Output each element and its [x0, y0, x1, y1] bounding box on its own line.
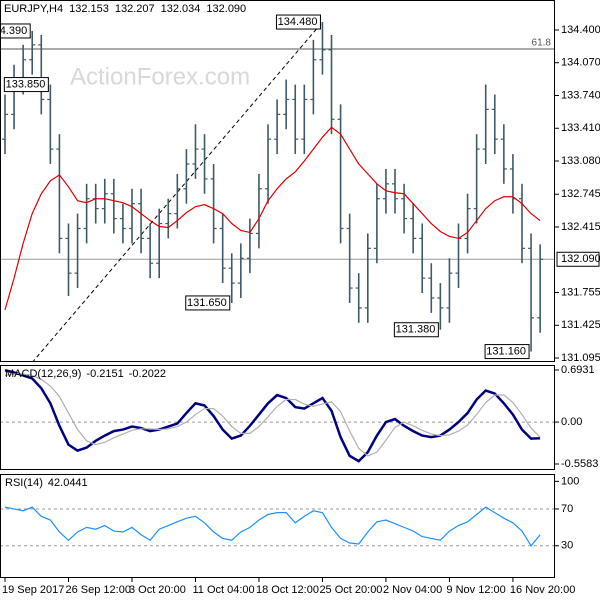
annotation-label: 131.650: [187, 297, 227, 309]
quote-value: 132.034: [161, 3, 201, 15]
moving-average: [4, 126, 541, 311]
panel: [0, 369, 555, 463]
indicator-line: [4, 369, 541, 463]
annotation-box: [3, 77, 49, 93]
last-price-box: [556, 251, 600, 267]
y-tick-label: 70: [561, 503, 573, 515]
y-tick-label: 133.740: [561, 89, 600, 101]
panel-frame: [0, 474, 555, 578]
trendline: [31, 21, 323, 362]
x-tick-label: 3 Oct 20:00: [129, 584, 186, 596]
indicator-name: RSI(14): [5, 477, 43, 489]
indicator-title: RSI(14) 42.0441: [5, 477, 88, 489]
annotation-label: 133.850: [6, 78, 46, 90]
x-tick-label: 11 Oct 04:00: [192, 584, 254, 596]
indicator-name: MACD(12,26,9): [5, 368, 81, 380]
annotation-box: [275, 14, 321, 30]
x-tick-label: 18 Oct 12:00: [256, 584, 319, 596]
y-tick-label: 131.425: [561, 319, 600, 331]
annotation-box: [185, 295, 231, 311]
fib-label: 61.8: [532, 38, 552, 49]
x-tick-label: 25 Oct 20:00: [319, 584, 382, 596]
x-tick-label: 16 Nov 20:00: [510, 584, 575, 596]
panel-frame: [0, 365, 555, 470]
annotation-label: 131.160: [486, 345, 526, 357]
x-tick-label: 26 Sep 12:00: [65, 584, 130, 596]
y-tick-label: 100: [561, 475, 579, 487]
panel: [0, 506, 555, 547]
annotation-box: [0, 23, 31, 39]
y-tick-label: 133.080: [561, 155, 600, 167]
annotation-box: [484, 344, 530, 360]
y-tick-label: 133.410: [561, 122, 600, 134]
indicator-value: -0.2151: [86, 368, 123, 380]
x-tick-label: 2 Nov 04:00: [383, 584, 442, 596]
y-tick-label: 131.755: [561, 286, 600, 298]
panel-frame: [0, 0, 555, 362]
y-tick-label: 0.00: [561, 416, 582, 428]
y-tick-label: 132.745: [561, 188, 600, 200]
y-tick-label: 134.070: [561, 57, 600, 69]
symbol: EURJPY,H4: [4, 3, 63, 15]
y-tick-label: 30: [561, 540, 573, 552]
panel: ActionForex.com 134.390 131.650 134.480 131.…: [0, 14, 555, 362]
y-tick-label: 131.095: [561, 352, 600, 364]
y-tick-label: 132.415: [561, 221, 600, 233]
quote-value: 132.207: [115, 3, 155, 15]
indicator-value: -0.2022: [129, 368, 166, 380]
indicator-line: [4, 373, 541, 457]
annotation-box: [393, 322, 439, 338]
chart-title: EURJPY,H4 132.153 132.207 132.034 132.090: [4, 3, 246, 15]
y-tick-label: 134.400: [561, 24, 600, 36]
y-tick-label: 0.6931: [561, 364, 595, 376]
quote-value: 132.153: [69, 3, 109, 15]
last-price-label: 132.090: [561, 253, 600, 265]
annotation-label: 131.380: [396, 324, 436, 336]
x-tick-label: 9 Nov 12:00: [446, 584, 505, 596]
indicator-line: [4, 506, 541, 547]
quote-value: 132.090: [206, 3, 246, 15]
annotation-label: 134.480: [278, 16, 318, 28]
indicator-value: 42.0441: [48, 477, 88, 489]
watermark: ActionForex.com: [70, 63, 250, 90]
x-tick-label: 19 Sep 2017: [2, 584, 64, 596]
y-tick-label: -0.5583: [561, 458, 598, 470]
annotation-label: 134.390: [0, 25, 27, 37]
indicator-title: MACD(12,26,9) -0.2151 -0.2022: [5, 368, 166, 380]
